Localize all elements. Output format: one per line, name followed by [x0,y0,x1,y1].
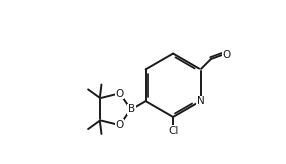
Text: O: O [115,120,124,130]
Text: O: O [222,50,231,60]
Text: O: O [115,89,124,99]
Text: B: B [128,104,135,114]
Text: Cl: Cl [168,126,178,136]
Text: N: N [197,96,204,106]
